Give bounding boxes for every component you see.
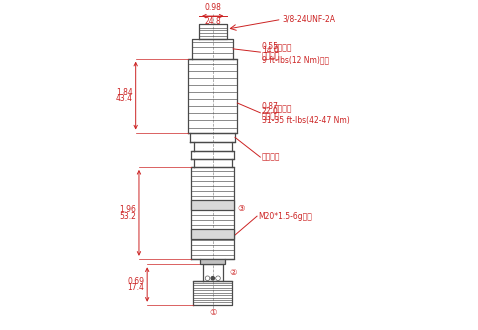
Text: 1.96: 1.96 — [120, 205, 136, 214]
Text: 1.84: 1.84 — [116, 88, 133, 97]
Text: 安装扰矩: 安装扰矩 — [262, 112, 281, 120]
Text: 53.2: 53.2 — [120, 212, 136, 221]
Bar — [192, 200, 234, 210]
Text: 3/8-24UNF-2A: 3/8-24UNF-2A — [282, 15, 335, 24]
Text: 对边宽度: 对边宽度 — [273, 44, 292, 53]
Text: 0.55: 0.55 — [262, 42, 279, 51]
Bar — [200, 259, 225, 264]
Text: M20*1.5-6g螺纹: M20*1.5-6g螺纹 — [259, 212, 313, 221]
Text: ②: ② — [229, 268, 237, 277]
Text: 43.4: 43.4 — [116, 94, 133, 103]
Text: 17.4: 17.4 — [128, 283, 144, 292]
Text: 安装扰矩: 安装扰矩 — [262, 51, 281, 60]
Text: 24.8: 24.8 — [205, 17, 221, 26]
Text: 0.87: 0.87 — [262, 102, 279, 112]
Text: 14.0: 14.0 — [262, 46, 279, 55]
Text: 0.69: 0.69 — [128, 277, 144, 286]
Text: 31-35 ft-lbs(42-47 Nm): 31-35 ft-lbs(42-47 Nm) — [262, 116, 350, 125]
Text: 22.0: 22.0 — [262, 107, 279, 116]
Text: 9 ft-lbs(12 Nm)最大: 9 ft-lbs(12 Nm)最大 — [262, 55, 329, 64]
Bar — [192, 229, 234, 239]
Text: ③: ③ — [238, 204, 245, 213]
Text: 对边宽度: 对边宽度 — [273, 104, 292, 114]
Circle shape — [211, 277, 215, 280]
Text: 定位肘部: 定位肘部 — [262, 152, 281, 162]
Text: ①: ① — [209, 309, 217, 317]
Text: 0.98: 0.98 — [204, 3, 221, 12]
